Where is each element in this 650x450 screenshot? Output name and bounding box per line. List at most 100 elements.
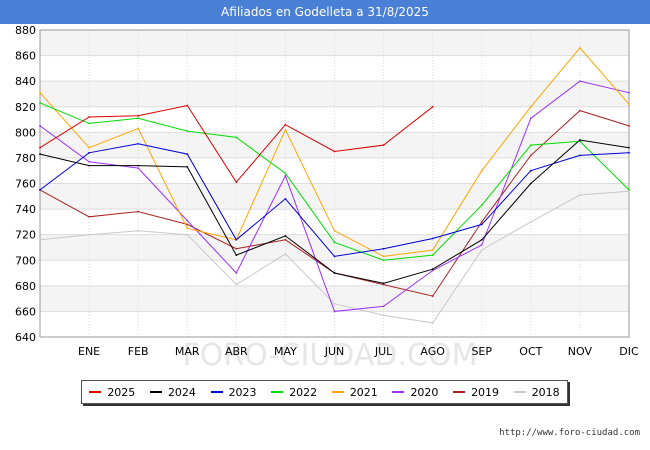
data-point [480,169,483,172]
data-point [39,188,41,191]
data-point [333,272,336,274]
y-tick-label: 880 [15,24,36,37]
data-point [628,146,630,149]
data-point [480,249,483,251]
data-point [431,254,434,257]
legend-swatch [149,391,162,393]
x-tick-label: ENE [78,345,100,358]
data-point [88,164,90,167]
series-lines [39,47,630,324]
data-point [284,128,287,131]
data-point [382,283,385,286]
legend-label: 2023 [228,385,257,399]
data-point [529,154,532,157]
data-point [579,139,581,141]
data-point [628,103,630,106]
y-tick-label: 680 [15,280,36,293]
legend: 2025 2024 2023 2022 2021 2020 2019 2018 [81,380,568,404]
series-2024 [39,139,630,285]
chart-title: Afiliados en Godelleta a 31/8/2025 [0,0,650,24]
legend-label: 2022 [289,385,318,399]
data-point [186,233,189,236]
data-point [186,130,189,132]
data-point [628,91,630,94]
legend-item-2020: 2020 [392,386,438,399]
background-band [40,183,629,210]
legend-swatch [392,391,405,393]
data-point [480,220,483,223]
data-point [579,109,581,112]
x-tick-label: NOV [568,345,593,358]
data-point [431,268,434,271]
legend-swatch [271,391,284,393]
data-point [137,167,140,170]
data-point [186,223,189,226]
series-2022 [39,102,630,262]
legend-item-2025: 2025 [89,386,135,399]
data-point [382,282,385,285]
data-point [186,153,189,155]
data-point [529,105,532,108]
data-point [137,117,140,120]
data-point [235,136,238,139]
data-point [628,151,630,154]
data-point [235,254,238,257]
data-point [579,80,581,83]
line-chart: FORO-CIUDAD.COM 640 660 680 700 720 740 760 780… [15,24,639,373]
data-point [333,302,336,305]
y-tick-label: 720 [15,229,36,242]
data-point [284,172,287,175]
legend-label: 2024 [167,385,196,399]
y-tick-label: 820 [15,101,36,114]
data-point [579,194,581,196]
data-point [382,255,385,258]
data-point [284,174,287,177]
data-point [235,283,238,286]
legend-swatch [453,391,466,393]
y-tick-label: 640 [15,331,36,344]
x-axis-ticks: ENE FEB MAR ABR MAY JUN JUL AGO SEP OCT NOV DIC [78,345,639,358]
data-point [137,127,140,130]
legend-swatch [513,391,526,393]
x-tick-label: DIC [619,345,639,358]
data-point [480,238,483,241]
data-point [333,150,336,153]
data-point [284,197,287,200]
data-point [628,125,630,127]
legend-label: 2021 [349,385,378,399]
legend-swatch [89,391,102,393]
data-point [186,165,189,168]
data-point [431,237,434,240]
data-point [529,182,532,185]
x-tick-label: MAY [274,345,297,358]
data-point [88,146,90,149]
legend-item-2023: 2023 [210,385,257,399]
data-point [39,125,41,127]
legend-item-2021: 2021 [331,385,378,399]
data-point [88,116,90,118]
data-point [186,219,189,222]
legend-item-2024: 2024 [149,385,196,399]
data-point [137,164,140,167]
data-point [235,181,238,184]
data-point [628,190,630,193]
data-point [235,247,238,250]
data-point [39,146,41,149]
background-band [40,285,629,312]
watermark: FORO-CIUDAD.COM [183,338,478,373]
y-tick-label: 800 [15,126,36,139]
data-point [39,238,41,241]
legend-item-2018: 2018 [513,386,560,399]
x-tick-label: JUL [374,345,393,358]
data-point [284,235,287,237]
data-point [88,160,90,163]
x-tick-label: MAR [175,345,200,358]
data-point [137,142,140,145]
plot-frame [39,29,630,338]
legend-item-2022: 2022 [271,386,317,399]
data-point [579,154,581,157]
background-band [40,157,629,184]
data-point [628,188,630,191]
series-2018 [39,190,630,324]
y-tick-label: 700 [15,254,36,267]
